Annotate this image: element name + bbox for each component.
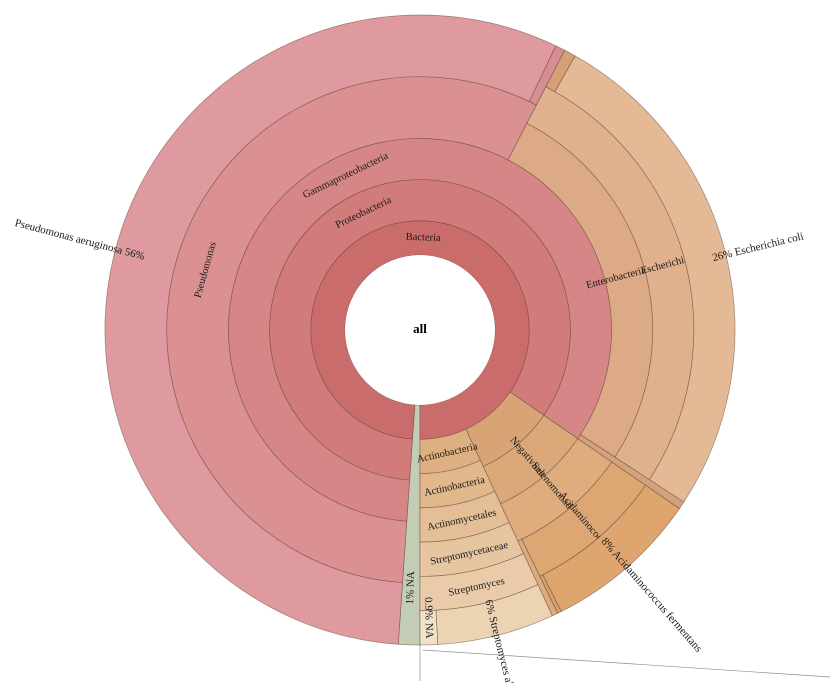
wedge-na[interactable] (419, 609, 439, 646)
chart-center[interactable] (345, 255, 495, 405)
wedge-escherichia-coli[interactable] (554, 55, 736, 503)
leader-line (422, 649, 831, 678)
wedge-pseudomonas-aeruginosa[interactable] (104, 14, 557, 645)
